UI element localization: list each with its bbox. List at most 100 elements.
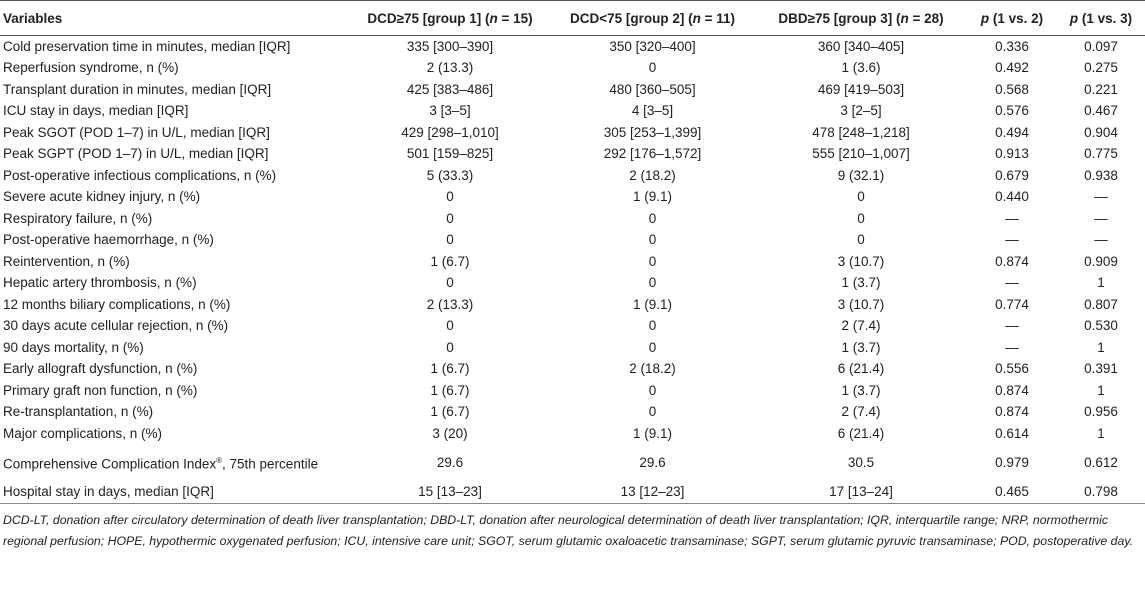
cell-group2: 29.6	[639, 455, 666, 470]
table-row: 90 days mortality, n (%) 0 0 1 (3.7) — 1	[0, 337, 1145, 359]
cell-group2: 480 [360–505]	[609, 81, 696, 97]
results-table: Variables DCD≥75 [group 1] (n = 15) DCD<…	[0, 0, 1145, 504]
cell-group3: 2 (7.4)	[841, 318, 881, 334]
cell-group2: 0	[648, 382, 657, 398]
cell-group1: 3 [3–5]	[429, 103, 471, 119]
table-row: Reperfusion syndrome, n (%) 2 (13.3) 0 1 (3…	[0, 58, 1145, 80]
row-label: Severe acute kidney injury, n (%)	[3, 189, 201, 205]
cell-p13: 0.097	[1084, 38, 1118, 54]
cell-group3: 555 [210–1,007]	[812, 146, 910, 162]
cell-group1: 0	[446, 275, 454, 291]
cell-p13: —	[1094, 210, 1108, 226]
cell-group3: 360 [340–405]	[817, 38, 905, 54]
cell-group2: 292 [176–1,572]	[603, 146, 702, 162]
cell-group2: 0	[648, 275, 657, 291]
cell-group1: 2 (13.3)	[426, 60, 474, 76]
cell-group2: 0	[648, 404, 657, 420]
cell-group3: 478 [248–1,218]	[812, 124, 910, 140]
cell-p13: 0.807	[1084, 296, 1118, 312]
row-label: Hepatic artery thrombosis, n (%)	[3, 275, 197, 291]
cell-p12: —	[1005, 232, 1019, 248]
table-row: Hospital stay in days, median [IQR] 15 [1…	[0, 482, 1145, 504]
cell-group3: 0	[857, 210, 865, 226]
table-row: 30 days acute cellular rejection, n (%) 0…	[0, 316, 1145, 338]
cell-p12: 0.679	[995, 167, 1029, 183]
cell-p12: —	[1005, 275, 1019, 291]
cell-p12: 0.492	[995, 60, 1029, 76]
cell-group3: 3 (10.7)	[837, 296, 885, 312]
cell-group1: 3 (20)	[432, 425, 468, 441]
cell-p13: 0.530	[1084, 318, 1118, 334]
table-footnote: DCD-LT, donation after circulatory deter…	[3, 513, 1134, 548]
cell-group1: 0	[446, 339, 454, 355]
row-label: Peak SGPT (POD 1–7) in U/L, median [IQR]	[3, 146, 269, 162]
row-label: Primary graft non function, n (%)	[3, 382, 198, 398]
cell-p12: 0.336	[995, 38, 1029, 54]
row-label: Transplant duration in minutes, median […	[3, 81, 272, 97]
cell-group3: 2 (7.4)	[841, 404, 881, 420]
row-label: Major complications, n (%)	[3, 425, 163, 441]
table-header-row: Variables DCD≥75 [group 1] (n = 15) DCD<…	[0, 0, 1145, 36]
cell-group2: 1 (9.1)	[632, 425, 673, 441]
cell-p13: 0.909	[1084, 253, 1118, 269]
cell-p13: 0.275	[1084, 60, 1118, 76]
cell-p13: 0.775	[1084, 146, 1118, 162]
row-label: Early allograft dysfunction, n (%)	[3, 361, 198, 377]
cell-p12: 0.576	[995, 103, 1029, 119]
cell-p13: 0.904	[1084, 124, 1118, 140]
row-label: Peak SGOT (POD 1–7) in U/L, median [IQR]	[3, 124, 270, 140]
cell-group1: 1 (6.7)	[430, 404, 470, 420]
cell-group1: 15 [13–23]	[418, 484, 482, 500]
row-label: Hospital stay in days, median [IQR]	[3, 484, 214, 500]
row-label: Comprehensive Complication Index®, 75th …	[3, 456, 319, 472]
header-p-1-vs-3: p (1 vs. 3)	[1069, 10, 1133, 26]
cell-p13: 1	[1097, 425, 1105, 441]
cell-group3: 1 (3.7)	[841, 275, 881, 291]
cell-p12: —	[1005, 339, 1019, 355]
table-row: Early allograft dysfunction, n (%) 1 (6.7…	[0, 359, 1145, 381]
registered-mark: ®	[216, 456, 223, 466]
cell-group2: 0	[648, 232, 657, 248]
cell-p12: 0.568	[995, 81, 1029, 97]
cell-p12: 0.874	[995, 253, 1029, 269]
results-table-container: Variables DCD≥75 [group 1] (n = 15) DCD<…	[0, 0, 1145, 548]
cell-p12: 0.440	[995, 189, 1029, 205]
cell-p13: 0.956	[1084, 404, 1118, 420]
cell-group2: 0	[648, 60, 657, 76]
cell-group2: 1 (9.1)	[632, 189, 673, 205]
cell-group3: 3 (10.7)	[837, 253, 885, 269]
cell-group1: 335 [300–390]	[406, 38, 494, 54]
table-row: 12 months biliary complications, n (%) 2 …	[0, 294, 1145, 316]
header-group2: DCD<75 [group 2] (n = 11)	[569, 10, 736, 26]
cell-group1: 0	[446, 232, 454, 248]
cell-p12: 0.774	[995, 296, 1029, 312]
cell-group3: 6 (21.4)	[837, 361, 885, 377]
cell-group2: 305 [253–1,399]	[603, 124, 702, 140]
cell-p13: —	[1094, 189, 1108, 205]
cell-p13: 0.938	[1084, 167, 1118, 183]
cell-group1: 0	[446, 189, 454, 205]
table-row: Post-operative haemorrhage, n (%) 0 0 0 — —	[0, 230, 1145, 252]
cell-p12: 0.614	[995, 425, 1029, 441]
cell-group1: 429 [298–1,010]	[401, 124, 499, 140]
table-row: Reintervention, n (%) 1 (6.7) 0 3 (10.7) 0.8…	[0, 251, 1145, 273]
cell-group2: 350 [320–400]	[609, 38, 696, 54]
cell-group1: 0	[446, 210, 454, 226]
cell-p12: 0.913	[995, 146, 1029, 162]
cell-group1: 0	[446, 318, 454, 334]
cell-group3: 9 (32.1)	[837, 167, 885, 183]
cell-group3: 0	[857, 189, 865, 205]
cell-group1: 425 [383–486]	[406, 81, 494, 97]
cell-p12: 0.979	[995, 455, 1029, 470]
cell-group3: 1 (3.7)	[841, 339, 881, 355]
cell-group2: 0	[648, 339, 657, 355]
table-row: Peak SGPT (POD 1–7) in U/L, median [IQR]…	[0, 144, 1145, 166]
table-row: Major complications, n (%) 3 (20) 1 (9.1) 6…	[0, 423, 1145, 445]
table-row: Severe acute kidney injury, n (%) 0 1 (9.1…	[0, 187, 1145, 209]
cell-group2: 1 (9.1)	[632, 296, 673, 312]
table-row: Comprehensive Complication Index®, 75th …	[0, 445, 1145, 482]
cell-p13: 0.798	[1084, 484, 1118, 500]
table-row: Transplant duration in minutes, median […	[0, 79, 1145, 101]
cell-group1: 1 (6.7)	[430, 382, 470, 398]
row-label: Reperfusion syndrome, n (%)	[3, 60, 179, 76]
